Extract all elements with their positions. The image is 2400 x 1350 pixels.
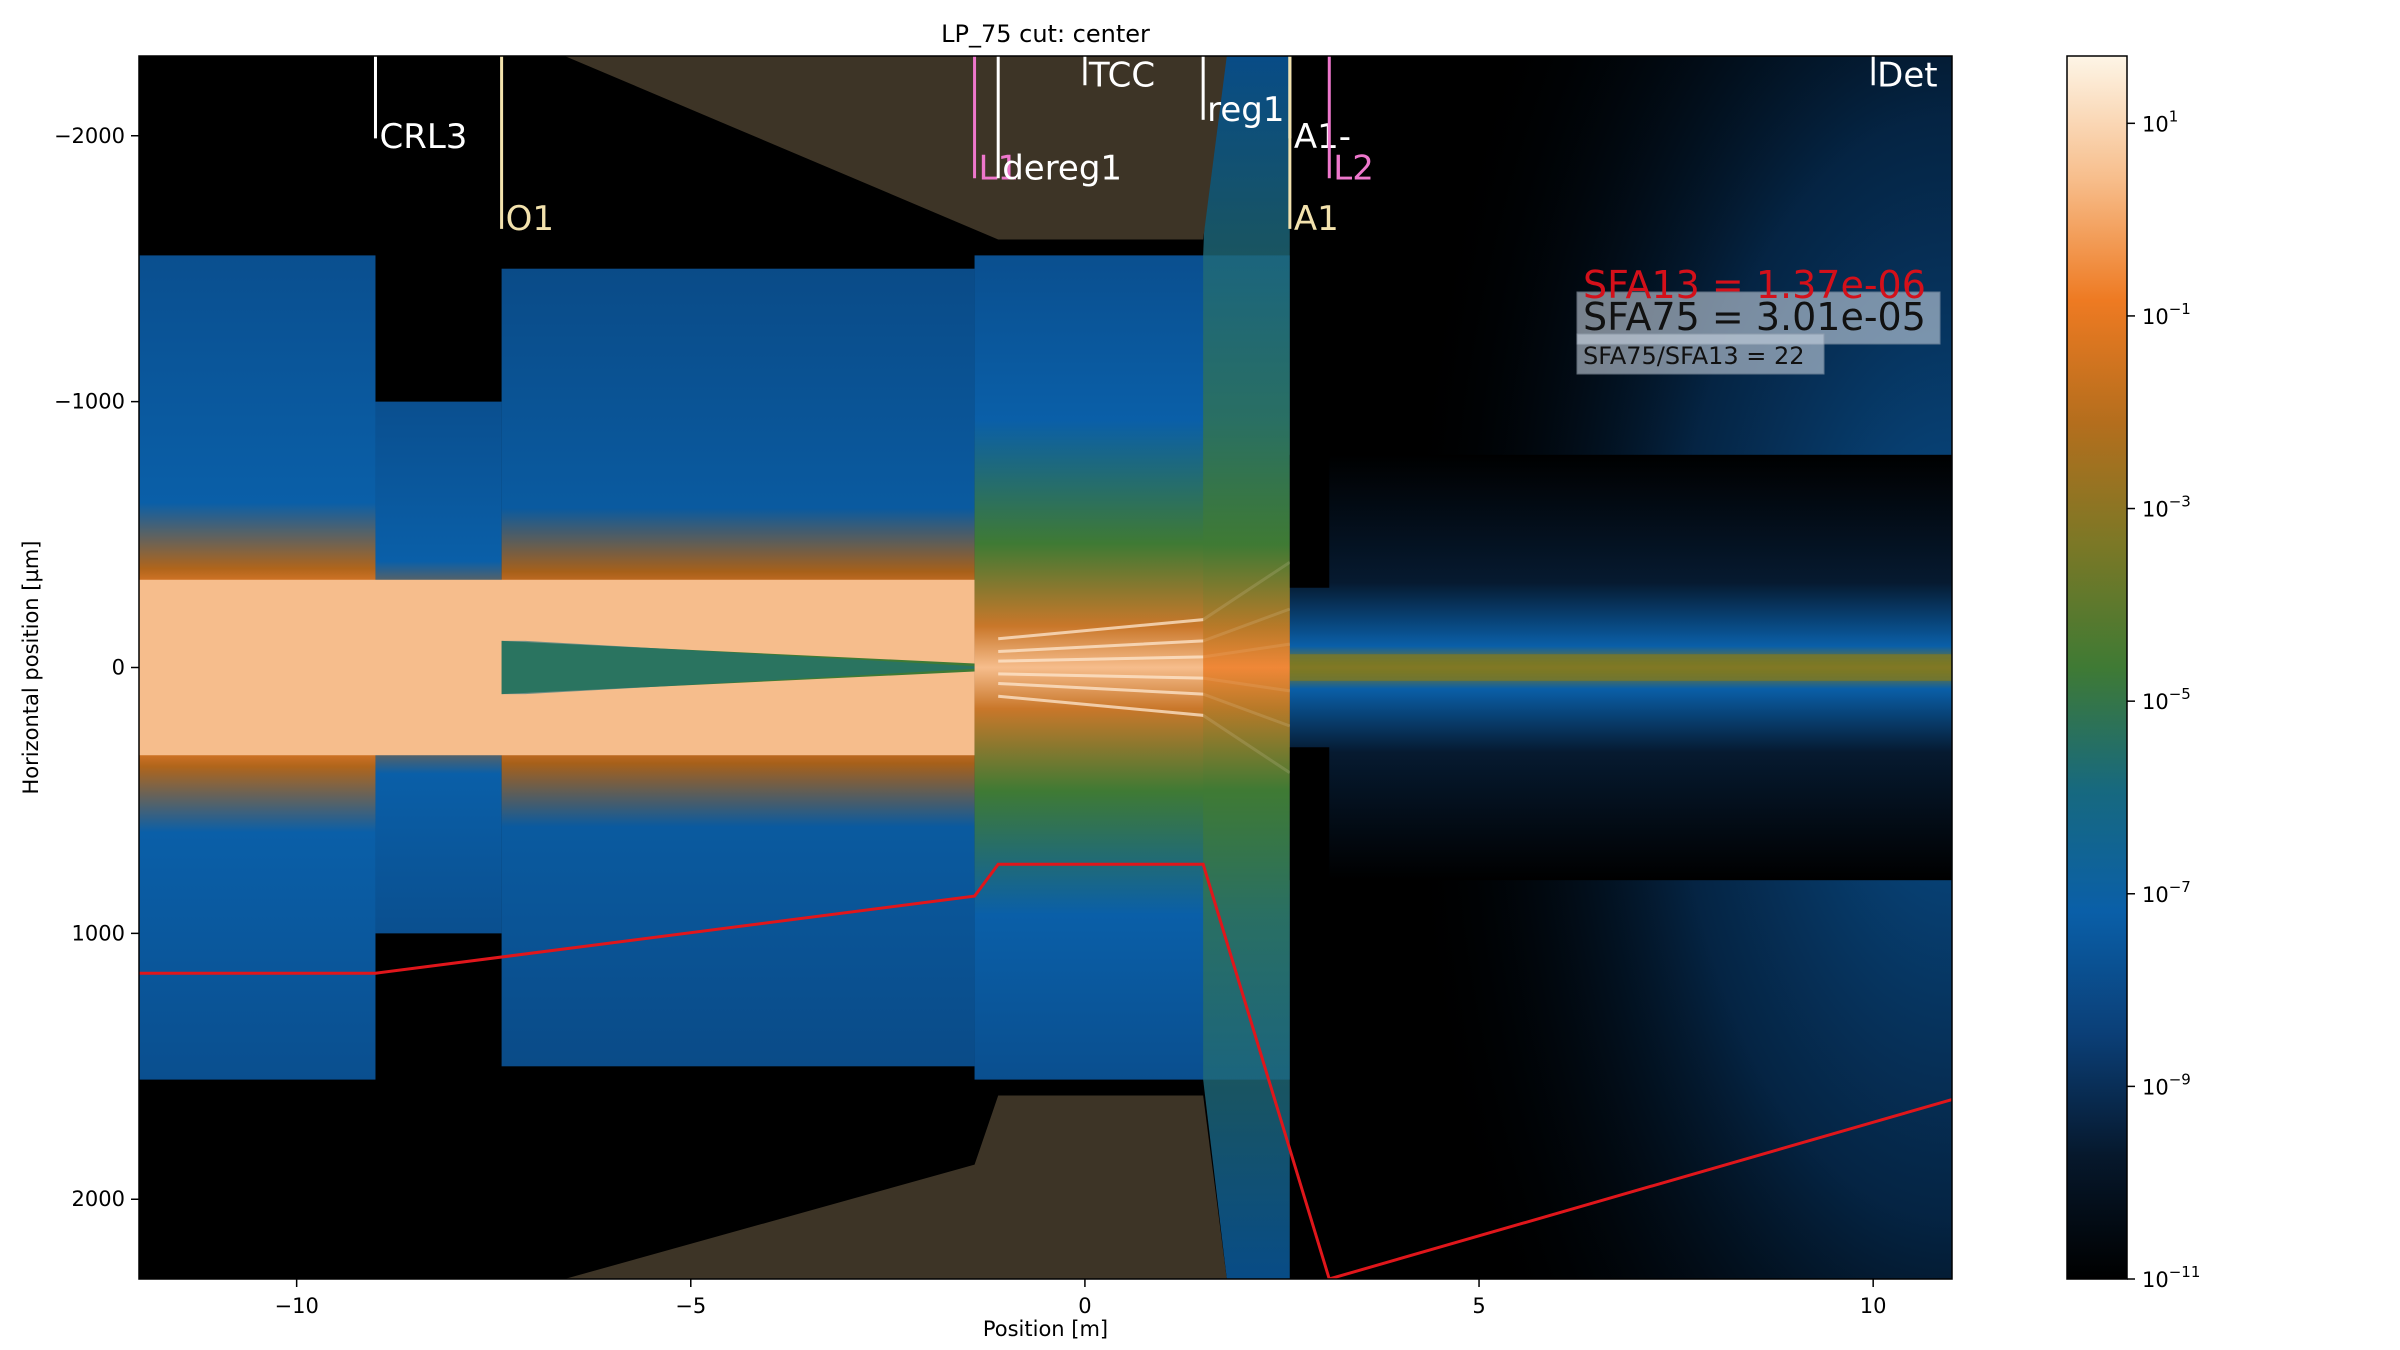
element-label-reg1: reg1 xyxy=(1207,90,1284,130)
heatmap-image xyxy=(139,56,1952,1279)
colorbar-ticks: 101 10−1 10−3 10−5 10−7 10−9 10−11 xyxy=(2127,107,2200,1292)
element-label-Det: Det xyxy=(1877,56,1937,96)
ratio-box xyxy=(1576,333,1825,375)
y-axis: −2000 −1000 0 1000 2000 xyxy=(54,124,139,1211)
heatmap-slab xyxy=(1203,56,1290,1279)
element-label-O1: O1 xyxy=(506,199,554,239)
colorbar-tick-label: 10−5 xyxy=(2142,685,2191,714)
sfa13-label: SFA13 = 1.37e-06 xyxy=(1583,263,1926,307)
y-tick-label: 2000 xyxy=(72,1187,125,1211)
colorbar-tick-label: 10−9 xyxy=(2142,1070,2191,1099)
colorbar-tick-label: 101 xyxy=(2142,107,2178,136)
colorbar-tick-label: 10−3 xyxy=(2142,493,2191,522)
x-tick-label: 10 xyxy=(1860,1294,1887,1318)
heatmap-beam-right-core xyxy=(1289,654,1952,681)
y-tick-label: 0 xyxy=(112,656,125,680)
colorbar-tick-label: 10−11 xyxy=(2142,1263,2200,1292)
heatmap-wall-top xyxy=(564,56,1227,240)
heatmap-wedge-inner xyxy=(501,640,975,695)
element-label-TCC: TCC xyxy=(1088,56,1155,96)
chart-title: LP_75 cut: center xyxy=(941,20,1150,48)
y-tick-label: −2000 xyxy=(54,124,125,148)
element-label-L2: L2 xyxy=(1333,149,1374,189)
x-tick-label: 5 xyxy=(1472,1294,1485,1318)
heatmap-wall-bottom xyxy=(564,1095,1227,1279)
x-axis-label: Position [m] xyxy=(983,1317,1108,1341)
heatmap-gap-top xyxy=(1289,56,1330,588)
y-tick-label: 1000 xyxy=(72,921,125,945)
y-axis-label: Horizontal position [µm] xyxy=(19,541,43,795)
element-label-dereg1: dereg1 xyxy=(1002,149,1122,189)
aperture-profile-line xyxy=(139,862,1952,1279)
x-tick-label: −5 xyxy=(675,1294,706,1318)
element-label-A1-: A1- xyxy=(1294,117,1351,157)
element-label-CRL3: CRL3 xyxy=(379,117,467,157)
x-tick-label: 0 xyxy=(1078,1294,1091,1318)
ratio-label: SFA75/SFA13 = 22 xyxy=(1583,342,1805,370)
colorbar-gradient xyxy=(2066,55,2128,1280)
heatmap-gap-bottom xyxy=(1289,747,1330,1279)
x-axis: −10 −5 0 5 10 xyxy=(274,1279,1887,1318)
colorbar-tick-label: 10−1 xyxy=(2142,300,2191,329)
element-label-A1: A1 xyxy=(1294,199,1339,239)
colorbar: 101 10−1 10−3 10−5 10−7 10−9 10−11 xyxy=(2066,55,2200,1292)
y-tick-label: −1000 xyxy=(54,390,125,414)
sfa75-label: SFA75 = 3.01e-05 xyxy=(1583,295,1926,339)
x-tick-label: −10 xyxy=(274,1294,318,1318)
colorbar-tick-label: 10−7 xyxy=(2142,878,2191,907)
